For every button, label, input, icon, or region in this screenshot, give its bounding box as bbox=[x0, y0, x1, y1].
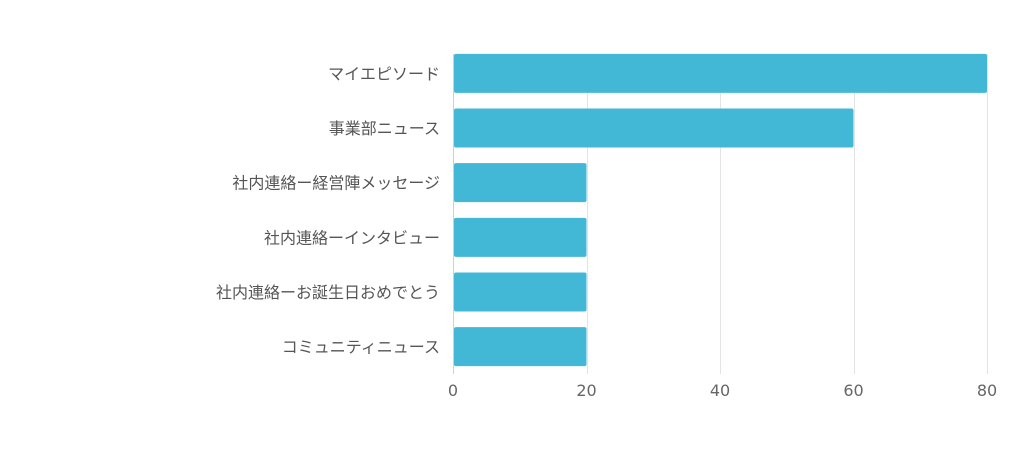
x-tick-label-4: 80 bbox=[977, 381, 997, 400]
category-label-1: 事業部ニュース bbox=[329, 119, 440, 138]
category-label-5: コミュニティニュース bbox=[282, 338, 440, 357]
x-tick-label-3: 60 bbox=[843, 381, 863, 400]
category-labels: マイエピソード事業部ニュース社内連絡ー経営陣メッセージ社内連絡ーインタビュー社内… bbox=[216, 64, 440, 356]
category-label-0: マイエピソード bbox=[328, 64, 440, 83]
bars bbox=[454, 53, 987, 367]
category-label-4: 社内連絡ーお誕生日おめでとう bbox=[216, 283, 440, 302]
category-label-3: 社内連絡ーインタビュー bbox=[264, 228, 440, 247]
x-tick-label-1: 20 bbox=[576, 381, 596, 400]
x-tick-label-0: 0 bbox=[448, 381, 458, 400]
x-tick-labels: 0 20 40 60 80 bbox=[448, 381, 997, 400]
grid-lines bbox=[587, 54, 988, 374]
bar-3 bbox=[454, 217, 587, 257]
category-label-2: 社内連絡ー経営陣メッセージ bbox=[232, 174, 440, 193]
bar-1 bbox=[454, 108, 854, 148]
x-tick-label-2: 40 bbox=[710, 381, 730, 400]
bar-5 bbox=[454, 327, 587, 367]
bar-0 bbox=[454, 53, 987, 93]
bar-2 bbox=[454, 163, 587, 203]
bar-4 bbox=[454, 272, 587, 312]
